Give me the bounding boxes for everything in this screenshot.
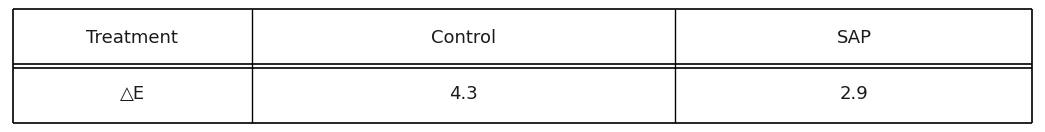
Text: SAP: SAP — [836, 29, 872, 47]
Text: 4.3: 4.3 — [449, 85, 479, 103]
Text: Control: Control — [432, 29, 496, 47]
Text: 2.9: 2.9 — [839, 85, 868, 103]
Text: △E: △E — [120, 85, 145, 103]
Text: Treatment: Treatment — [87, 29, 179, 47]
